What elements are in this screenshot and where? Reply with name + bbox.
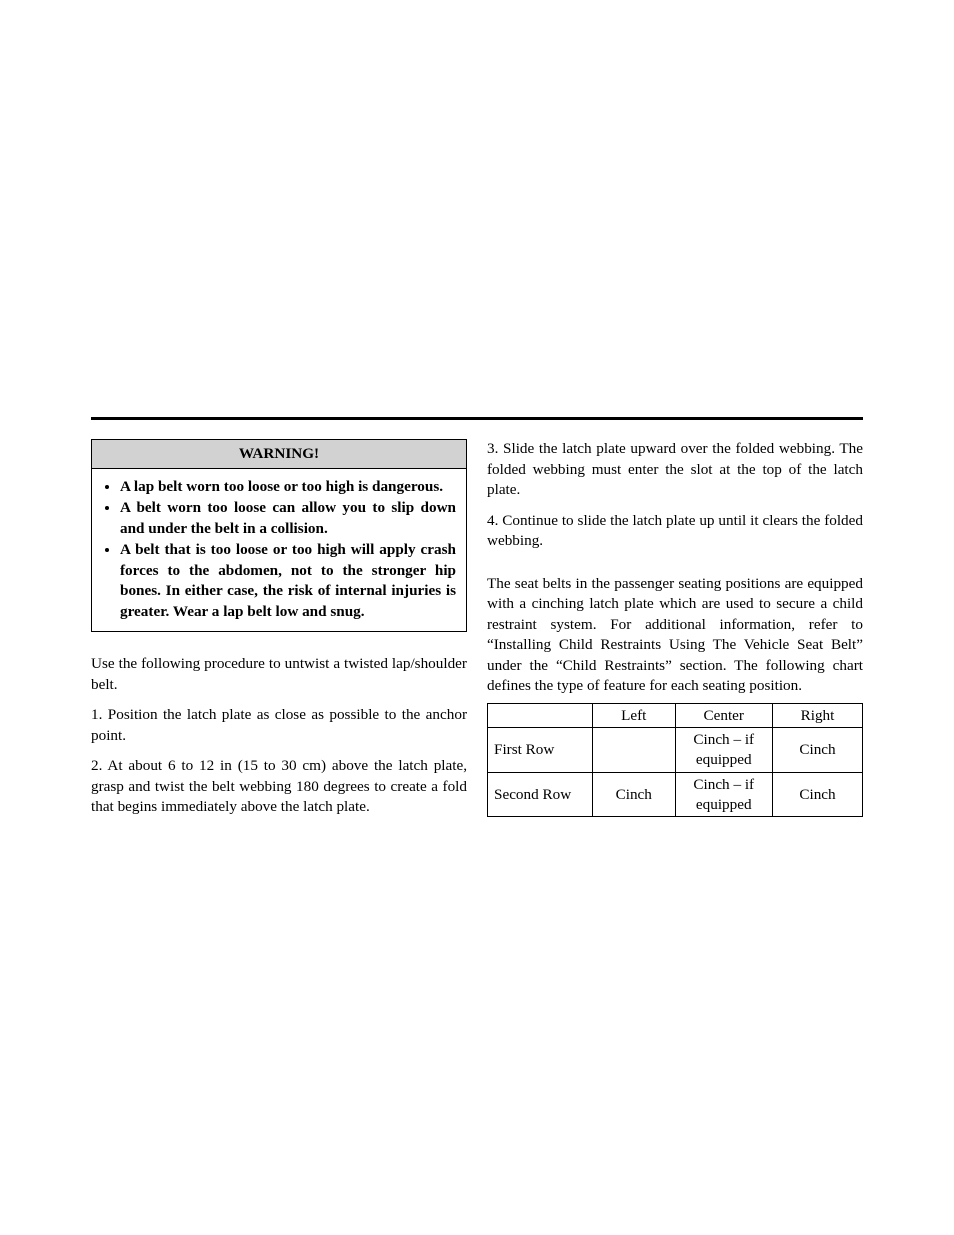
warning-body: A lap belt worn too loose or too high is… [92, 469, 466, 632]
table-cell [593, 728, 676, 773]
paragraph-step-1: 1. Position the latch plate as close as … [91, 705, 467, 746]
table-row: Left Center Right [488, 703, 863, 728]
warning-list: A lap belt worn too loose or too high is… [102, 477, 456, 624]
table-cell: Second Row [488, 772, 593, 817]
paragraph-step-3: 3. Slide the latch plate upward over the… [487, 439, 863, 501]
seat-belt-table: Left Center Right First Row Cinch – ifeq… [487, 703, 863, 818]
paragraph-step-2: 2. At about 6 to 12 in (15 to 30 cm) abo… [91, 756, 467, 818]
column-left: WARNING! A lap belt worn too loose or to… [91, 439, 467, 818]
table-cell: Left [593, 703, 676, 728]
horizontal-rule [91, 417, 863, 420]
table-cell: Cinch [773, 728, 863, 773]
paragraph-step-4: 4. Continue to slide the latch plate up … [487, 511, 863, 552]
table-cell: Cinch [593, 772, 676, 817]
warning-bullet: A lap belt worn too loose or too high is… [120, 477, 456, 499]
table-cell: Right [773, 703, 863, 728]
table-cell: Cinch [773, 772, 863, 817]
warning-bullet: A belt worn too loose can allow you to s… [120, 498, 456, 540]
paragraph-intro: Use the following procedure to untwist a… [91, 654, 467, 695]
warning-title: WARNING! [92, 440, 466, 469]
paragraph-cinching: The seat belts in the passenger seating … [487, 574, 863, 697]
warning-box: WARNING! A lap belt worn too loose or to… [91, 439, 467, 632]
warning-bullet: A belt that is too loose or too high wil… [120, 540, 456, 623]
column-right: 3. Slide the latch plate upward over the… [487, 439, 863, 818]
table-cell: Cinch – ifequipped [675, 728, 773, 773]
table-cell [488, 703, 593, 728]
table-row: First Row Cinch – ifequipped Cinch [488, 728, 863, 773]
two-column-content: WARNING! A lap belt worn too loose or to… [91, 439, 863, 818]
table-cell: Cinch – ifequipped [675, 772, 773, 817]
table-cell: Center [675, 703, 773, 728]
table-cell: First Row [488, 728, 593, 773]
table-row: Second Row Cinch Cinch – ifequipped Cinc… [488, 772, 863, 817]
page: WARNING! A lap belt worn too loose or to… [0, 0, 954, 1235]
